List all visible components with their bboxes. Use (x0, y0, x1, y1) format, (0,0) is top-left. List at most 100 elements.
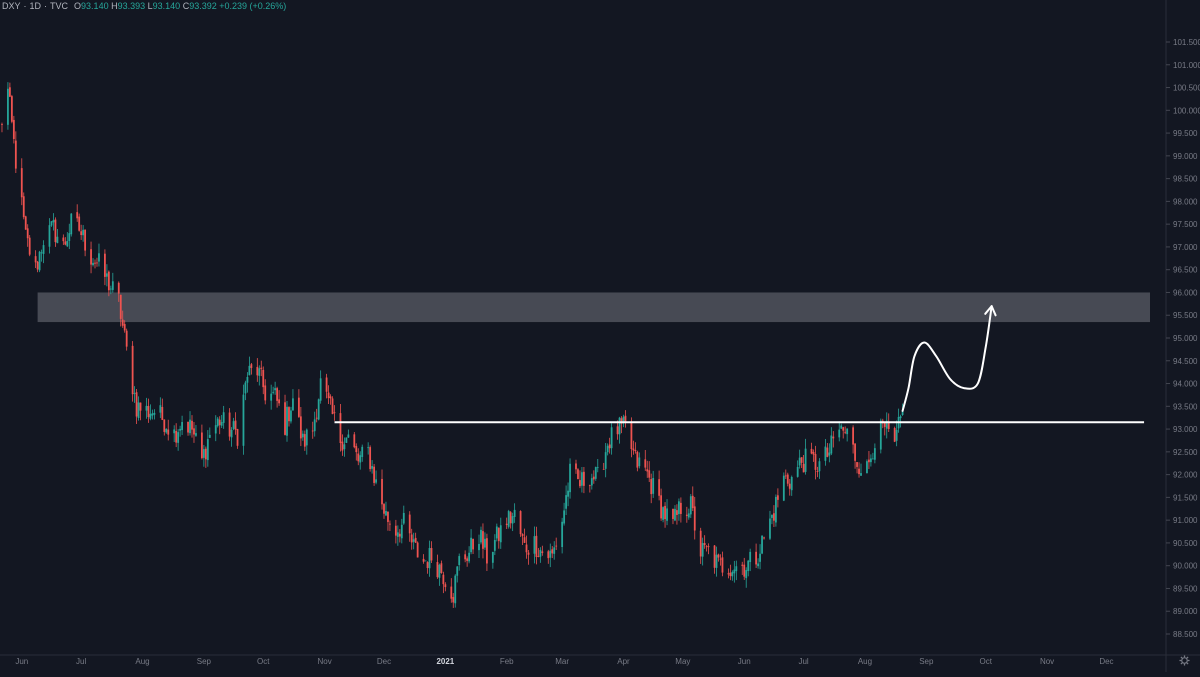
candle-body (341, 441, 344, 451)
candle-body (759, 553, 761, 562)
price-tick-label: 96.000 (1173, 288, 1198, 297)
candle-body (547, 551, 550, 559)
candle-body (664, 505, 666, 520)
candle-body (563, 510, 566, 524)
candle-down (54, 217, 57, 247)
candle-body (119, 294, 122, 319)
candle-body (478, 543, 480, 551)
candle-down (616, 420, 619, 440)
candle-body (301, 433, 304, 438)
candle-body (54, 219, 57, 243)
time-tick-label: Oct (979, 657, 992, 666)
candle-up (52, 213, 55, 231)
price-tick-label: 93.000 (1173, 425, 1198, 434)
candle-body (246, 376, 249, 383)
candle-body (561, 521, 564, 548)
candle-up (111, 272, 114, 293)
candle-body (883, 422, 886, 427)
low-value: 93.140 (152, 1, 181, 11)
candle-body (581, 472, 583, 486)
candle-body (410, 534, 413, 543)
price-tick-label: 94.500 (1173, 357, 1198, 366)
candle-body (860, 473, 862, 476)
candle-down (672, 508, 674, 525)
symbol-label[interactable]: DXY (2, 1, 21, 11)
candle-body (385, 510, 387, 516)
candle-down (608, 437, 611, 454)
candle-down (410, 528, 413, 550)
candle-body (616, 426, 619, 435)
candle-up (731, 570, 734, 581)
candle-up (149, 404, 152, 421)
candle-up (769, 510, 771, 540)
candle-body (674, 508, 676, 521)
candle-body (232, 421, 235, 429)
candle-down (624, 410, 627, 428)
price-tick-label: 95.000 (1173, 334, 1198, 343)
candle-body (76, 212, 79, 219)
candle-up (468, 546, 471, 564)
candle-down (264, 379, 267, 405)
candle-body (632, 448, 635, 451)
candle-body (830, 435, 833, 454)
candle-body (519, 511, 522, 535)
candle-up (313, 411, 316, 437)
price-tick-label: 100.000 (1173, 106, 1200, 115)
interval-label[interactable]: 1D (29, 1, 42, 11)
candle-up (189, 411, 191, 436)
candle-body (258, 368, 261, 376)
candle-body (8, 87, 11, 97)
candle-down (541, 545, 544, 556)
candle-body (901, 410, 904, 415)
candle-body (832, 436, 835, 439)
candle-down (373, 463, 375, 486)
candle-down (430, 541, 433, 563)
candle-up (733, 560, 736, 583)
candle-down (713, 545, 716, 574)
candle-body (56, 236, 59, 244)
candle-body (745, 570, 748, 579)
candle-body (666, 508, 668, 521)
candle-body (761, 535, 763, 554)
candle-body (430, 548, 433, 561)
candle-up (424, 560, 427, 562)
price-tick-label: 93.500 (1173, 402, 1198, 411)
candle-body (608, 444, 611, 449)
candle-up (590, 473, 593, 490)
candle-down (90, 241, 92, 274)
candle-down (521, 533, 524, 546)
candle-down (547, 549, 550, 564)
candle-up (870, 454, 872, 467)
gear-icon[interactable] (1178, 655, 1191, 668)
candle-down (727, 568, 730, 579)
candle-down (369, 445, 372, 472)
candle-body (583, 471, 585, 486)
candle-up (222, 405, 225, 429)
candle-down (297, 389, 300, 418)
candle-up (248, 356, 251, 376)
candle-body (719, 558, 722, 560)
candle-body (650, 479, 653, 495)
candle-down (389, 520, 391, 531)
candle-body (159, 405, 162, 413)
candle-body (840, 425, 843, 429)
candle-up (775, 494, 777, 527)
candle-down (94, 259, 96, 269)
candle-up (343, 437, 346, 457)
candle-body (590, 478, 593, 486)
candle-body (466, 558, 469, 561)
candle-up (232, 417, 235, 431)
candle-body (375, 479, 377, 483)
resistance-zone (37, 292, 1151, 323)
candle-down (200, 424, 203, 460)
candle-body (78, 216, 81, 231)
candle-down (755, 543, 758, 568)
candle-down (776, 488, 779, 508)
candle-down (812, 449, 815, 462)
candle-down (509, 511, 512, 529)
candle-up (507, 509, 510, 529)
candle-body (816, 471, 819, 472)
candle-up (385, 501, 387, 517)
